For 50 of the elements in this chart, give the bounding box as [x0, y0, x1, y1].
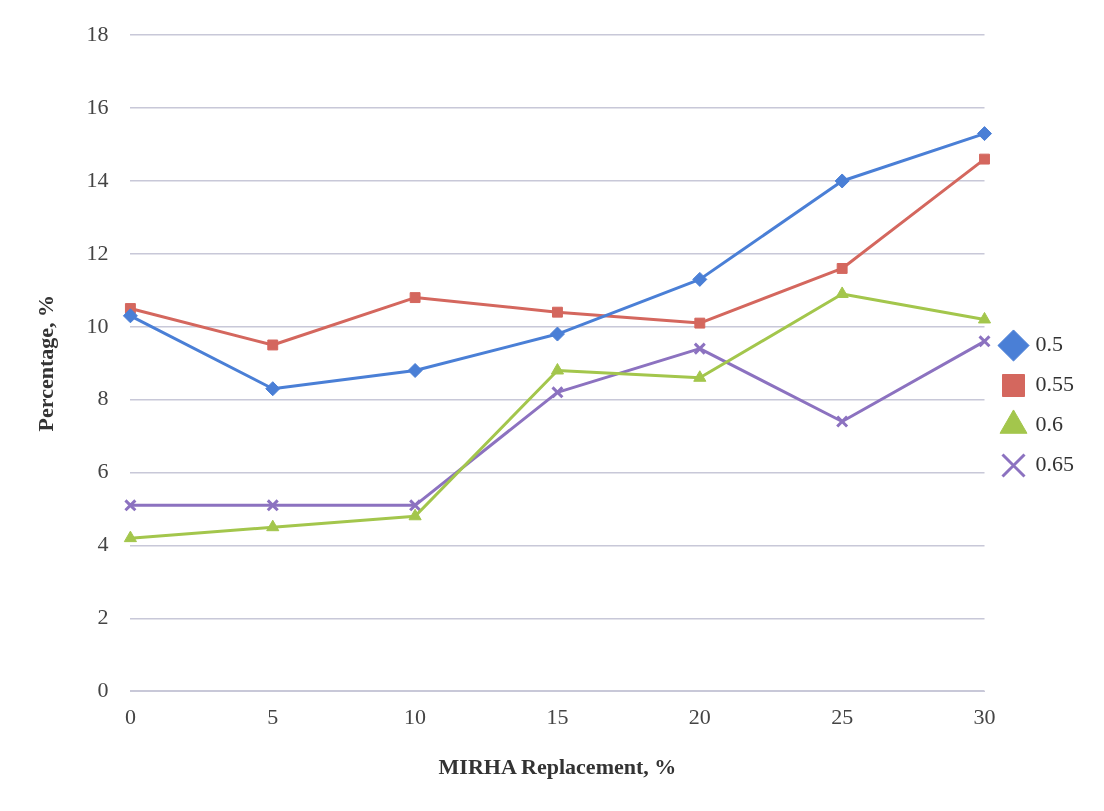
- x-tick-label: 15: [546, 704, 569, 730]
- y-tick-label: 8: [97, 385, 109, 411]
- y-axis-title: Percentage, %: [32, 294, 58, 432]
- y-tick-label: 18: [86, 20, 109, 46]
- x-tick-label: 10: [404, 704, 427, 730]
- point: [266, 519, 280, 532]
- legend-label: 0.65: [1035, 451, 1074, 477]
- point: [266, 498, 280, 512]
- legend-label: 0.6: [1035, 411, 1063, 437]
- point: [978, 334, 991, 348]
- x-axis-title: MIRHA Replacement, %: [438, 754, 677, 780]
- point: [693, 370, 707, 382]
- point: [265, 381, 281, 397]
- point: [407, 362, 423, 378]
- point: [409, 292, 421, 304]
- point: [692, 271, 708, 287]
- y-tick-label: 14: [86, 166, 109, 192]
- point: [977, 126, 992, 142]
- x-tick-label: 30: [973, 704, 996, 730]
- point: [267, 339, 279, 351]
- point: [552, 306, 563, 318]
- x-tick-label: 20: [688, 704, 711, 730]
- point: [550, 362, 565, 375]
- y-tick-label: 4: [97, 531, 109, 557]
- point: [693, 342, 707, 356]
- y-tick-label: 0: [97, 676, 109, 702]
- y-tick-label: 12: [86, 239, 109, 265]
- point: [977, 311, 992, 324]
- point: [408, 498, 422, 512]
- point: [834, 173, 850, 189]
- point: [835, 286, 849, 298]
- legend-label: 0.5: [1035, 331, 1063, 357]
- x-tick-label: 0: [124, 704, 136, 730]
- point: [123, 498, 137, 512]
- point: [979, 153, 990, 165]
- point: [123, 530, 137, 543]
- y-tick-label: 10: [86, 312, 109, 338]
- y-tick-label: 16: [86, 93, 109, 119]
- y-tick-label: 2: [97, 604, 109, 630]
- x-tick-label: 25: [831, 704, 854, 730]
- legend-label: 0.55: [1035, 371, 1074, 397]
- x-tick-label: 5: [267, 704, 279, 730]
- y-tick-label: 6: [97, 458, 109, 484]
- point: [122, 308, 138, 324]
- point: [694, 317, 706, 329]
- point: [408, 508, 422, 521]
- point: [549, 326, 565, 342]
- point: [836, 263, 848, 274]
- point: [835, 415, 849, 428]
- point: [551, 385, 564, 399]
